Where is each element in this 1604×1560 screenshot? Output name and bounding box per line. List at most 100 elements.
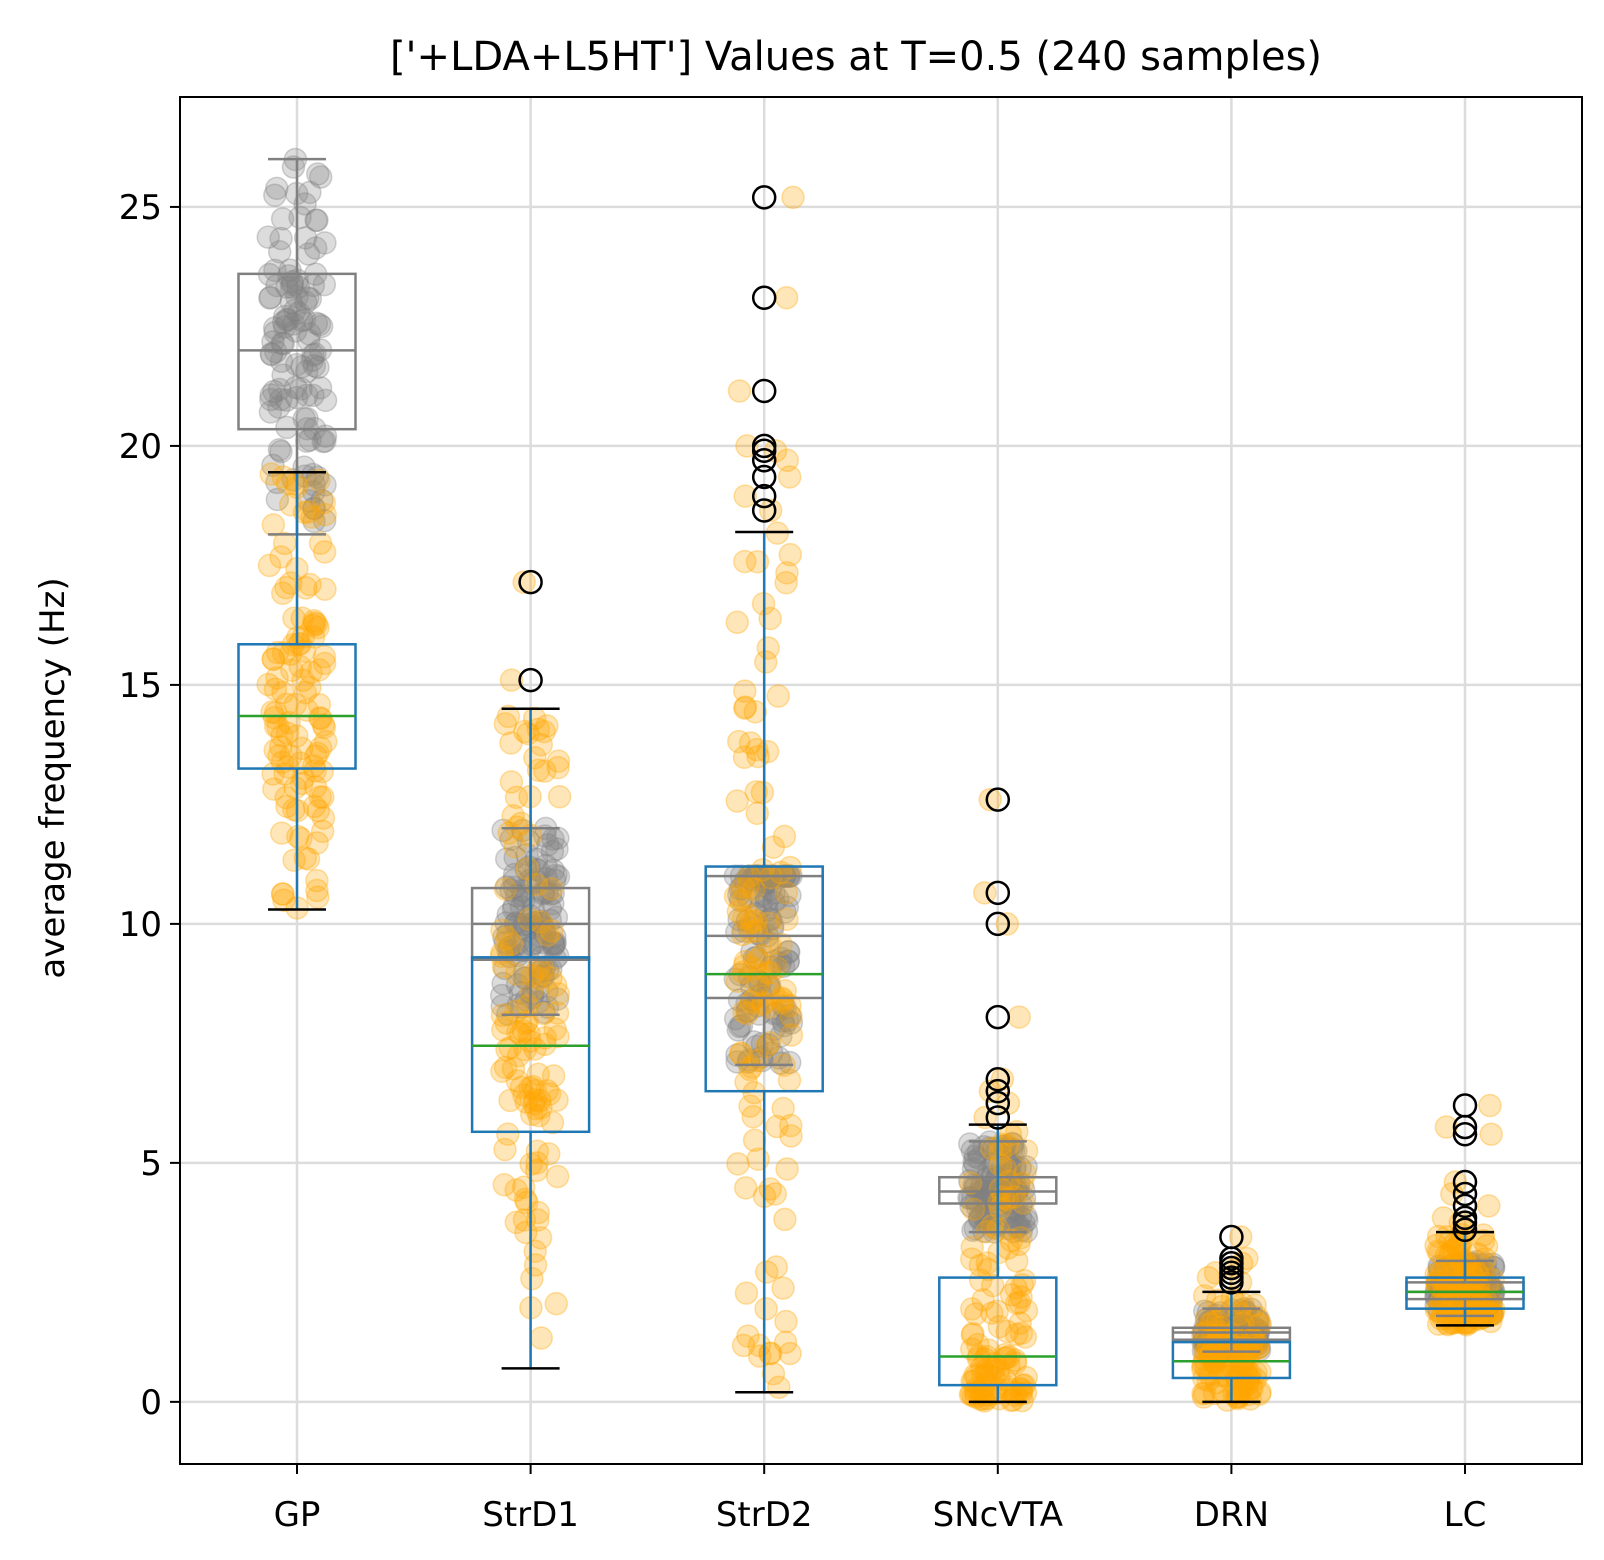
data-point: [302, 497, 326, 521]
data-point: [489, 983, 514, 1008]
data-point: [521, 982, 545, 1006]
data-point: [289, 377, 313, 401]
data-point: [536, 833, 560, 857]
data-point: [518, 1076, 542, 1100]
data-point: [503, 845, 527, 870]
data-point: [526, 966, 551, 991]
data-point: [1462, 1267, 1487, 1291]
data-point: [733, 695, 758, 719]
data-point: [521, 1074, 545, 1099]
data-point: [514, 988, 539, 1012]
data-point: [1455, 1262, 1480, 1287]
data-point: [267, 437, 292, 462]
data-point: [534, 866, 559, 891]
data-point: [275, 415, 299, 440]
data-point: [1010, 1273, 1035, 1297]
data-point: [738, 731, 763, 755]
data-point: [541, 931, 565, 955]
data-point: [749, 1045, 774, 1069]
data-point: [1004, 1249, 1029, 1273]
data-point: [493, 1137, 517, 1162]
data-point: [961, 1197, 986, 1221]
data-point: [504, 1178, 528, 1202]
outlier-marker: [751, 185, 777, 210]
data-point: [505, 943, 530, 968]
data-point: [311, 806, 336, 830]
data-point: [308, 736, 333, 760]
data-point: [778, 542, 803, 567]
points-layer: [256, 147, 1506, 1413]
data-point: [1449, 1283, 1474, 1307]
data-point: [271, 641, 296, 665]
data-point: [523, 1078, 548, 1103]
data-point: [1007, 1232, 1031, 1257]
data-point: [293, 846, 317, 870]
data-point: [263, 700, 288, 725]
data-point: [301, 383, 325, 408]
data-point: [777, 1050, 802, 1075]
data-point: [773, 979, 797, 1003]
outlier-marker: [985, 911, 1011, 937]
data-point: [968, 1253, 993, 1278]
data-point: [269, 735, 293, 759]
data-point: [523, 1253, 548, 1277]
data-point: [738, 1094, 762, 1118]
data-point: [1231, 1357, 1256, 1381]
data-point: [1243, 1293, 1267, 1317]
data-point: [512, 1208, 537, 1232]
data-point: [275, 721, 300, 746]
data-point: [978, 1363, 1002, 1388]
data-point: [263, 183, 287, 207]
data-point: [292, 307, 317, 332]
data-point: [499, 770, 524, 794]
data-point: [1014, 1365, 1039, 1390]
data-point: [1426, 1239, 1450, 1263]
data-point: [545, 1088, 569, 1112]
data-point: [262, 705, 287, 730]
outlier-marker: [751, 448, 777, 473]
data-point: [742, 1128, 767, 1153]
data-point: [779, 1004, 803, 1029]
data-point: [968, 1206, 992, 1231]
data-point: [1480, 1283, 1505, 1308]
data-point: [511, 883, 535, 908]
data-point: [1478, 1289, 1503, 1313]
data-point: [774, 285, 799, 310]
data-point: [984, 1376, 1009, 1400]
data-point: [960, 1323, 985, 1347]
data-point: [769, 1024, 793, 1048]
data-point: [1191, 1357, 1215, 1382]
data-point: [520, 915, 544, 940]
data-point: [302, 609, 326, 633]
data-point: [779, 1113, 803, 1138]
data-point: [777, 940, 801, 964]
data-point: [540, 839, 565, 864]
data-point: [511, 1175, 536, 1200]
data-point: [733, 949, 758, 974]
data-point: [769, 946, 793, 971]
data-point: [1473, 1252, 1498, 1276]
data-point: [308, 376, 333, 400]
x-tick-label: SNcVTA: [933, 1495, 1063, 1535]
data-point: [289, 826, 313, 851]
data-point: [290, 736, 314, 761]
data-point: [971, 1288, 995, 1312]
data-point: [1438, 1299, 1463, 1324]
data-point: [725, 920, 749, 944]
data-point: [306, 798, 331, 823]
data-point: [982, 1357, 1007, 1381]
data-point: [261, 647, 286, 671]
data-point: [294, 359, 319, 384]
data-point: [302, 473, 327, 497]
data-point: [748, 970, 773, 995]
data-point: [762, 949, 787, 973]
data-point: [279, 275, 304, 299]
data-point: [502, 862, 527, 887]
data-point: [777, 465, 802, 489]
data-point: [532, 1000, 556, 1024]
data-point: [303, 236, 328, 260]
data-point: [509, 1075, 534, 1100]
data-point: [547, 785, 572, 809]
data-point: [727, 1014, 752, 1039]
